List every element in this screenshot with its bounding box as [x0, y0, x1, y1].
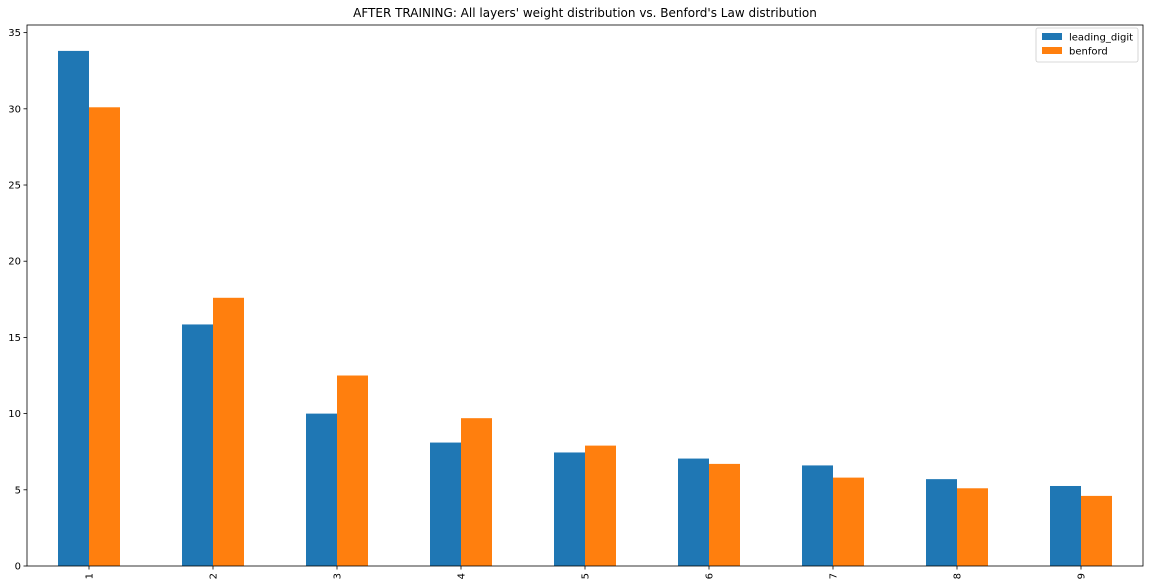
bar-benford-8	[957, 488, 988, 566]
bar-leading-digit-6	[678, 458, 709, 566]
x-tick-label-3: 3	[333, 573, 344, 579]
bar-leading-digit-9	[1050, 485, 1081, 566]
bar-leading-digit-8	[926, 479, 957, 566]
legend-label-benford: benford	[1069, 47, 1108, 58]
axes-layer: 0 5 10 15 20 25 30 35 1 2 3 4 5 6 7 8 9	[8, 24, 1144, 579]
y-tick-label-25: 25	[8, 181, 21, 192]
bar-leading-digit-2	[182, 324, 213, 566]
y-tick-label-30: 30	[8, 104, 21, 115]
y-tick-label-20: 20	[8, 257, 21, 268]
bar-benford-3	[337, 375, 368, 566]
x-tick-label-6: 6	[705, 573, 716, 579]
bar-benford-5	[585, 445, 616, 566]
x-tick-label-1: 1	[85, 573, 96, 579]
bar-benford-7	[833, 477, 864, 566]
y-tick-label-0: 0	[15, 562, 21, 573]
bar-benford-9	[1081, 495, 1112, 566]
bar-leading-digit-5	[554, 452, 585, 566]
bar-benford-6	[709, 463, 740, 566]
legend-swatch-leading-digit	[1042, 33, 1062, 40]
bars-layer	[58, 50, 1112, 567]
x-tick-label-5: 5	[581, 573, 592, 579]
x-tick-label-9: 9	[1077, 573, 1088, 579]
x-tick-label-7: 7	[829, 573, 840, 579]
y-tick-label-15: 15	[8, 333, 21, 344]
x-tick-label-2: 2	[209, 573, 220, 579]
y-tick-label-35: 35	[8, 28, 21, 39]
legend-label-leading-digit: leading_digit	[1069, 33, 1133, 44]
bar-leading-digit-4	[430, 442, 461, 566]
y-tick-label-10: 10	[8, 409, 21, 420]
x-tick-label-4: 4	[457, 573, 468, 579]
x-tick-label-8: 8	[953, 573, 964, 579]
bar-leading-digit-1	[58, 50, 89, 567]
chart-title: AFTER TRAINING: All layers' weight distr…	[353, 6, 817, 20]
bar-leading-digit-7	[802, 465, 833, 566]
bar-benford-4	[461, 418, 492, 566]
legend-swatch-benford	[1042, 47, 1062, 54]
bar-leading-digit-3	[306, 413, 337, 566]
bar-benford-1	[89, 107, 120, 566]
y-tick-label-5: 5	[15, 485, 21, 496]
bar-benford-2	[213, 297, 244, 566]
